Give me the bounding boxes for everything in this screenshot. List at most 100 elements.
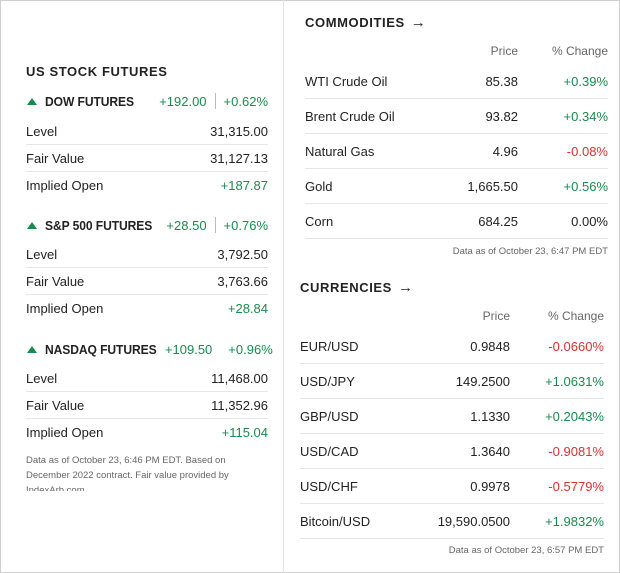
nasdaq-futures-header[interactable]: NASDAQ FUTURES +109.50 +0.96%: [26, 340, 273, 358]
triangle-up-icon: [27, 221, 37, 229]
row-label: Level: [26, 123, 58, 139]
sp500-futures-header[interactable]: S&P 500 FUTURES +28.50 +0.76%: [26, 216, 268, 234]
sp500-futures-change: +28.50: [166, 217, 207, 233]
currencies-title: CURRENCIES: [300, 280, 392, 295]
commodity-row-brent[interactable]: Brent Crude Oil 93.82 +0.34%: [305, 99, 608, 134]
currencies-price-header: Price: [482, 309, 510, 323]
sp500-implied-open-row: Implied Open +28.84: [26, 295, 268, 322]
commodity-name: WTI Crude Oil: [305, 73, 388, 89]
currency-change: -0.0660%: [548, 338, 604, 354]
row-value: 31,315.00: [210, 123, 268, 139]
currency-price: 1.1330: [470, 408, 510, 424]
commodity-name: Gold: [305, 178, 333, 194]
row-label: Implied Open: [26, 425, 104, 440]
nasdaq-fair-value-row: Fair Value 11,352.96: [26, 392, 268, 419]
row-label: Implied Open: [26, 178, 104, 193]
sp500-futures-pct: +0.76%: [223, 217, 268, 233]
sp500-level-row: Level 3,792.50: [26, 241, 268, 268]
row-value: 3,763.66: [217, 273, 268, 289]
commodity-name: Brent Crude Oil: [305, 108, 395, 124]
currency-price: 19,590.0500: [437, 513, 510, 529]
commodity-change: +0.39%: [563, 73, 608, 89]
currency-change: +1.0631%: [545, 373, 604, 389]
commodities-price-header: Price: [490, 44, 518, 58]
commodity-price: 4.96: [492, 143, 518, 159]
commodity-change: 0.00%: [571, 213, 608, 229]
currency-row-bitcoin-usd[interactable]: Bitcoin/USD 19,590.0500 +1.9832%: [300, 504, 604, 539]
row-value: +187.87: [220, 178, 268, 193]
row-label: Fair Value: [26, 397, 85, 413]
row-label: Fair Value: [26, 273, 85, 289]
currency-row-eur-usd[interactable]: EUR/USD 0.9848 -0.0660%: [300, 329, 604, 364]
row-value: +115.04: [221, 425, 268, 440]
separator: [214, 93, 216, 109]
currency-name: EUR/USD: [300, 338, 359, 354]
separator: [214, 217, 216, 233]
currency-name: USD/CAD: [300, 443, 359, 459]
commodity-price: 684.25: [478, 213, 518, 229]
currency-row-usd-chf[interactable]: USD/CHF 0.9978 -0.5779%: [300, 469, 604, 504]
nasdaq-implied-open-row: Implied Open +115.04: [26, 419, 268, 446]
triangle-up-icon: [27, 345, 37, 353]
nasdaq-level-row: Level 11,468.00: [26, 365, 268, 392]
currency-name: GBP/USD: [300, 408, 359, 424]
us-futures-title: US STOCK FUTURES: [26, 64, 168, 79]
commodities-change-header: % Change: [551, 44, 608, 58]
currencies-change-header: % Change: [547, 309, 604, 323]
dow-futures-pct: +0.62%: [223, 93, 268, 109]
nasdaq-futures-name: NASDAQ FUTURES: [45, 341, 157, 357]
commodity-row-wti[interactable]: WTI Crude Oil 85.38 +0.39%: [305, 64, 608, 99]
currency-change: -0.5779%: [548, 478, 604, 494]
sp500-futures-name: S&P 500 FUTURES: [45, 217, 153, 233]
nasdaq-futures-change: +109.50: [164, 341, 213, 357]
currency-price: 0.9978: [470, 478, 510, 494]
dow-fair-value-row: Fair Value 31,127.13: [26, 145, 268, 172]
row-label: Implied Open: [26, 301, 104, 316]
row-value: 3,792.50: [217, 246, 268, 262]
sp500-fair-value-row: Fair Value 3,763.66: [26, 268, 268, 295]
commodity-change: +0.56%: [563, 178, 608, 194]
currency-name: Bitcoin/USD: [300, 513, 371, 529]
commodity-price: 93.82: [485, 108, 518, 124]
dow-futures-change: +192.00: [159, 93, 207, 109]
dow-futures-header[interactable]: DOW FUTURES +192.00 +0.62%: [26, 92, 268, 110]
currencies-data-note: Data as of October 23, 6:57 PM EDT: [448, 545, 604, 556]
futures-data-note: Data as of October 23, 6:46 PM EDT. Base…: [26, 455, 229, 491]
currency-change: +1.9832%: [545, 513, 604, 529]
commodity-change: -0.08%: [566, 143, 608, 159]
currency-price: 0.9848: [470, 338, 510, 354]
dow-futures-name: DOW FUTURES: [45, 93, 134, 109]
dow-implied-open-row: Implied Open +187.87: [26, 172, 268, 199]
arrow-right-icon: →: [397, 279, 414, 296]
row-label: Level: [26, 370, 58, 386]
row-value: 11,352.96: [211, 397, 268, 413]
commodity-row-corn[interactable]: Corn 684.25 0.00%: [305, 204, 608, 239]
row-label: Fair Value: [26, 150, 85, 166]
row-value: 11,468.00: [211, 370, 268, 386]
row-value: +28.84: [227, 301, 268, 316]
commodity-row-gold[interactable]: Gold 1,665.50 +0.56%: [305, 169, 608, 204]
triangle-up-icon: [27, 97, 37, 105]
commodity-price: 85.38: [485, 73, 518, 89]
commodities-title-link[interactable]: COMMODITIES →: [305, 14, 426, 31]
currency-row-gbp-usd[interactable]: GBP/USD 1.1330 +0.2043%: [300, 399, 604, 434]
commodities-title: COMMODITIES: [305, 15, 405, 30]
currency-change: +0.2043%: [545, 408, 604, 424]
commodities-data-note: Data as of October 23, 6:47 PM EDT: [452, 246, 608, 257]
panel-divider: [283, 0, 284, 573]
currency-row-usd-jpy[interactable]: USD/JPY 149.2500 +1.0631%: [300, 364, 604, 399]
dow-level-row: Level 31,315.00: [26, 118, 268, 145]
currencies-title-link[interactable]: CURRENCIES →: [300, 279, 414, 296]
commodity-row-natural-gas[interactable]: Natural Gas 4.96 -0.08%: [305, 134, 608, 169]
row-value: 31,127.13: [210, 150, 268, 166]
nasdaq-futures-pct: +0.96%: [228, 341, 273, 357]
commodity-change: +0.34%: [563, 108, 608, 124]
commodity-price: 1,665.50: [467, 178, 518, 194]
currency-name: USD/CHF: [300, 478, 358, 494]
currency-price: 149.2500: [455, 373, 510, 389]
currency-row-usd-cad[interactable]: USD/CAD 1.3640 -0.9081%: [300, 434, 604, 469]
arrow-right-icon: →: [410, 14, 427, 31]
currency-name: USD/JPY: [300, 373, 355, 389]
commodity-name: Corn: [305, 213, 334, 229]
commodity-name: Natural Gas: [305, 143, 375, 159]
